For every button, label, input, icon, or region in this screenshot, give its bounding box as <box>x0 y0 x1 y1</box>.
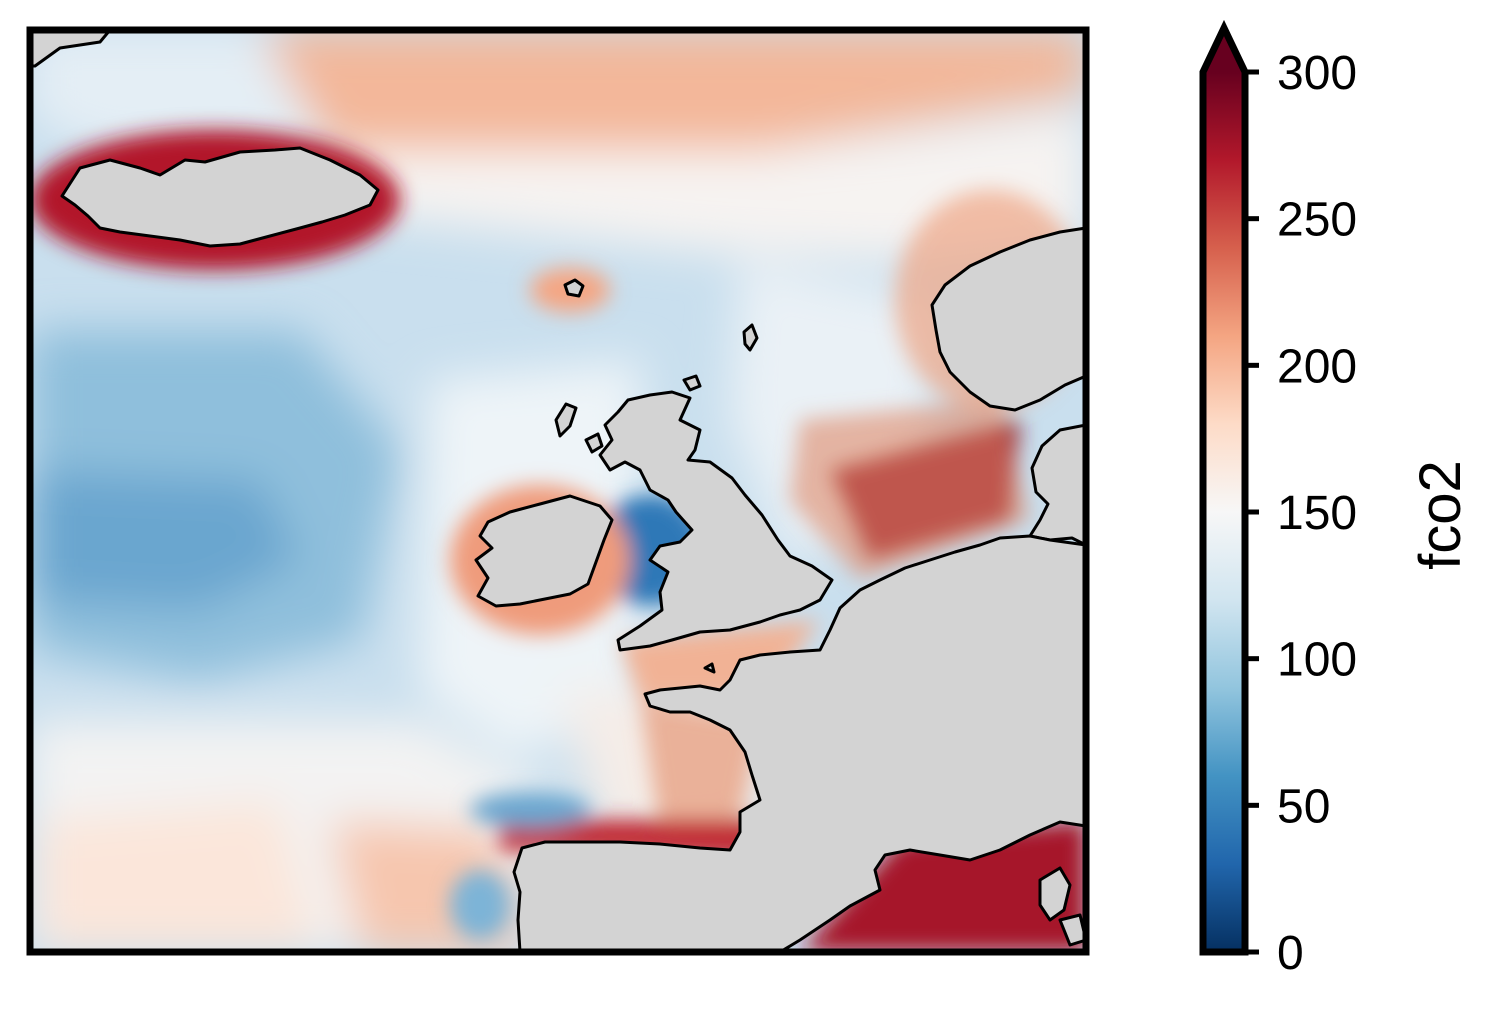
corsica <box>1038 866 1072 922</box>
colorbar-extend-arrow <box>1203 28 1245 72</box>
colorbar-gradient <box>1203 72 1245 952</box>
outer-hebrides <box>554 402 578 438</box>
colorbar-ticks: 0 50 100 150 200 250 300 <box>1245 47 1357 980</box>
greenland <box>30 30 112 68</box>
sardinia <box>1058 913 1086 947</box>
iceland <box>60 146 380 248</box>
faroe-islands <box>563 278 585 298</box>
colorbar-outline <box>1199 19 1249 956</box>
norway <box>930 226 1086 412</box>
map-frame <box>26 26 1090 956</box>
colorbar-label: fco2 <box>1408 460 1473 570</box>
great-britain <box>598 390 834 652</box>
colorbar-tick-label: 150 <box>1277 487 1357 540</box>
orkney <box>682 374 702 392</box>
denmark <box>1028 423 1086 547</box>
colorbar-tick-label: 50 <box>1277 780 1330 833</box>
colorbar: 0 50 100 150 200 250 300 fco2 <box>1199 19 1473 980</box>
colorbar-tick-label: 200 <box>1277 340 1357 393</box>
colorbar-tick-label: 300 <box>1277 47 1357 100</box>
colorbar-tick-label: 0 <box>1277 927 1304 980</box>
land-masses <box>30 30 1086 952</box>
map-panel <box>30 30 1086 952</box>
colorbar-tick-label: 100 <box>1277 634 1357 687</box>
shetland <box>742 323 759 352</box>
colorbar-tick-label: 250 <box>1277 194 1357 247</box>
ireland <box>474 494 614 608</box>
continental-europe <box>512 534 1086 952</box>
inner-hebrides <box>584 432 604 454</box>
channel-islands <box>703 662 716 674</box>
